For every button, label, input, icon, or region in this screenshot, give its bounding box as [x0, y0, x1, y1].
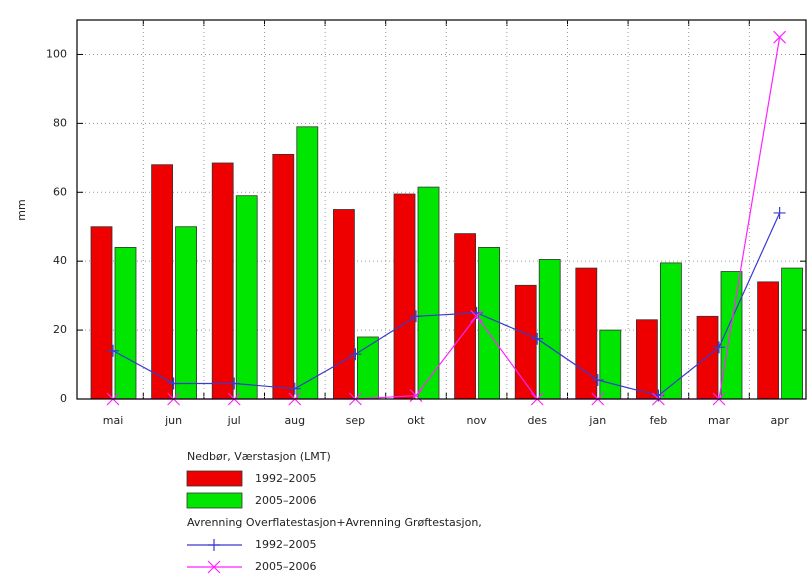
marker	[470, 309, 484, 323]
plot-frame	[76, 19, 807, 400]
x-tick-label: jun	[164, 414, 182, 427]
bar	[757, 281, 779, 400]
bar	[235, 195, 258, 400]
bar	[272, 153, 295, 400]
legend-title: Avrenning Overflatestasjon+Avrenning Grø…	[187, 516, 482, 529]
y-tick-label: 20	[53, 323, 67, 336]
x-tick-label: feb	[650, 414, 668, 427]
marker	[208, 539, 220, 551]
marker	[773, 206, 786, 219]
y-tick-label: 80	[53, 116, 67, 129]
y-tick-label: 0	[60, 392, 67, 405]
x-tick-label: des	[527, 414, 547, 427]
bar	[90, 226, 113, 400]
marker	[773, 30, 787, 44]
bar	[538, 259, 561, 400]
marker	[107, 344, 119, 357]
bar	[454, 233, 477, 400]
marker	[288, 382, 301, 395]
bar	[175, 226, 198, 400]
marker	[531, 332, 544, 345]
bar	[417, 186, 440, 400]
bar	[332, 209, 355, 400]
legend-swatch	[186, 470, 243, 487]
bar	[151, 164, 174, 400]
line	[112, 212, 781, 397]
x-tick-label: jul	[227, 414, 241, 427]
legend-label: 2005–2006	[255, 560, 317, 573]
bar	[781, 267, 803, 400]
x-tick-label: apr	[770, 414, 789, 427]
x-tick-label: mai	[103, 414, 124, 427]
x-tick-label: okt	[407, 414, 425, 427]
y-tick-label: 60	[53, 185, 67, 198]
x-tick-label: aug	[284, 414, 305, 427]
legend-label: 1992–2005	[255, 538, 317, 551]
marker	[591, 374, 604, 387]
bar	[660, 262, 682, 400]
bar	[393, 193, 416, 400]
marker	[207, 560, 221, 574]
legend-label: 2005–2006	[255, 494, 317, 507]
bar	[696, 315, 719, 400]
y-tick-label: 100	[46, 47, 67, 60]
marker	[349, 348, 362, 361]
bar	[296, 126, 319, 400]
x-tick-label: jan	[588, 414, 606, 427]
bar	[514, 284, 537, 400]
x-tick-label: mar	[708, 414, 730, 427]
marker	[410, 310, 422, 323]
legend-label: 1992–2005	[255, 472, 317, 485]
y-tick-label: 40	[53, 254, 67, 267]
bar	[114, 246, 137, 400]
bar	[636, 319, 658, 400]
legend-title: Nedbør, Værstasjon (LMT)	[187, 450, 331, 463]
bar	[211, 162, 234, 400]
marker	[228, 377, 241, 390]
x-tick-label: nov	[466, 414, 487, 427]
bar	[599, 329, 622, 400]
y-axis-label: mm	[15, 199, 28, 220]
legend-swatch	[186, 492, 243, 509]
marker	[713, 341, 725, 354]
marker	[167, 377, 180, 390]
x-tick-label: sep	[346, 414, 365, 427]
bar	[575, 267, 598, 400]
